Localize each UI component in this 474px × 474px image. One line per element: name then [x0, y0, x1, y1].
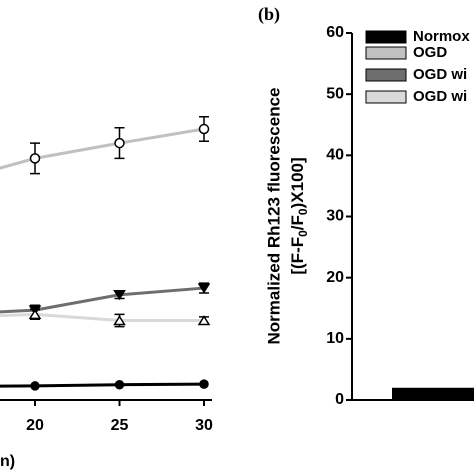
series-line — [0, 286, 205, 314]
x-tick-label: 25 — [111, 417, 129, 434]
y-tick-label: 50 — [326, 85, 344, 102]
series-line — [0, 127, 205, 170]
legend-swatch — [365, 46, 407, 60]
y-tick-label: 40 — [326, 147, 344, 164]
marker — [114, 379, 125, 390]
marker — [198, 123, 210, 135]
marker — [197, 315, 211, 326]
subscript: 0 — [296, 230, 310, 237]
legend-swatch — [365, 30, 407, 44]
legend-label: OGD — [413, 44, 447, 61]
x-tick-label: 20 — [26, 417, 44, 434]
legend-label: Normox — [413, 28, 470, 45]
legend-swatch — [365, 68, 407, 82]
series-line — [0, 312, 204, 322]
marker — [28, 308, 42, 320]
panel-a: 20 25 30 n) — [0, 116, 213, 470]
subscript: 0 — [296, 208, 310, 215]
y-axis-label: [(F-F0/F0)X100] — [288, 157, 310, 274]
marker — [113, 290, 126, 301]
label-part: )X100] — [288, 157, 307, 208]
x-axis-label: n) — [0, 453, 15, 470]
legend-label: OGD wi — [413, 66, 467, 83]
marker — [199, 379, 209, 389]
marker — [113, 315, 126, 326]
label-part: [(F-F — [288, 237, 307, 275]
y-tick-label: 10 — [326, 330, 344, 347]
panel-label: (b) — [258, 4, 280, 25]
y-axis-label: Normalized Rh123 fluorescence — [264, 88, 283, 345]
panel-b: (b) 0 10 20 30 40 50 60 Normalized Rh123 fluores… — [258, 4, 474, 408]
y-tick-label: 0 — [335, 391, 344, 408]
y-tick-label: 30 — [326, 208, 344, 225]
legend-swatch — [365, 90, 407, 104]
y-tick-label: 20 — [326, 269, 344, 286]
marker — [197, 283, 211, 294]
marker — [30, 381, 40, 391]
series-line — [0, 382, 205, 388]
x-tick-label: 30 — [195, 417, 213, 434]
marker — [29, 153, 41, 164]
legend-label: OGD wi — [413, 88, 467, 105]
marker — [114, 137, 125, 149]
label-part: /F — [288, 215, 307, 230]
y-tick-label: 60 — [326, 24, 344, 41]
bar — [392, 387, 474, 400]
